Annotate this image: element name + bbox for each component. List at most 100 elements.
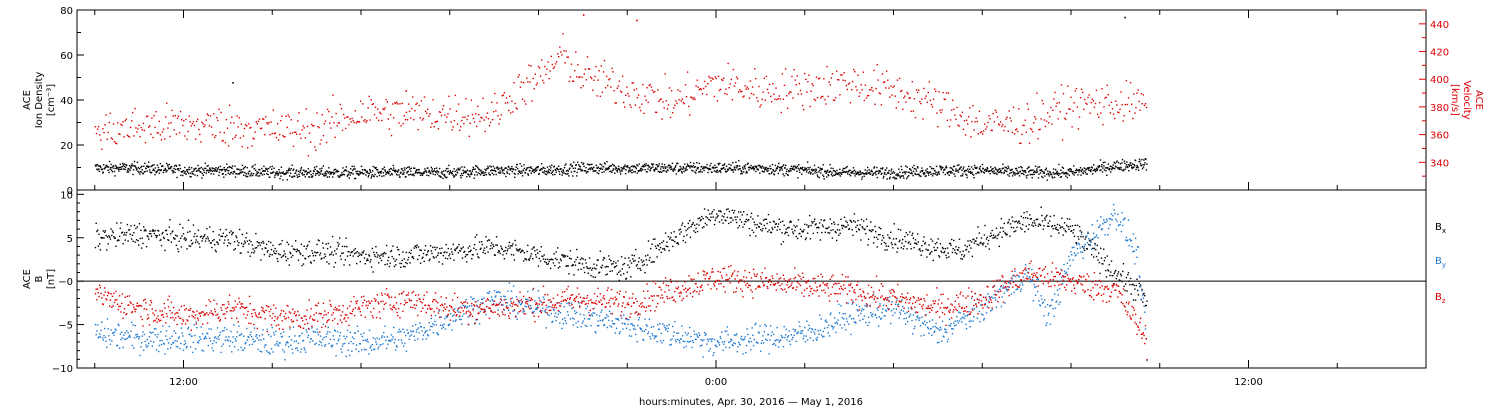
- data-point-s0-1350: [753, 168, 756, 170]
- data-point-s0-380: [364, 263, 366, 265]
- data-point-s0-1018: [591, 168, 594, 171]
- data-point-s0-913: [743, 211, 745, 213]
- data-point-s0-1207: [683, 163, 686, 165]
- data-point-s0-465: [424, 245, 427, 247]
- data-point-s0-683: [428, 174, 430, 177]
- data-point-s0-1777: [962, 173, 964, 175]
- data-point-s0-1221: [690, 165, 693, 168]
- data-point-s1-246: [269, 353, 271, 355]
- data-point-s1-170: [215, 341, 217, 344]
- data-point-s0-1448: [801, 168, 803, 170]
- data-point-s0-229: [206, 165, 208, 167]
- data-point-s0-174: [179, 167, 182, 170]
- data-point-s1-43: [140, 126, 142, 129]
- data-point-s0-196: [233, 241, 236, 243]
- data-point-s0-1281: [1004, 232, 1006, 234]
- data-point-s1-455: [579, 76, 581, 78]
- data-point-s0-858: [513, 172, 515, 175]
- data-point-s1-713: [854, 71, 856, 73]
- data-point-s0-1280: [719, 169, 721, 172]
- data-point-s0-808: [489, 165, 491, 167]
- data-point-s0-50: [130, 225, 132, 227]
- data-point-s0-1235: [697, 166, 699, 169]
- data-point-s0-1332: [1040, 206, 1042, 208]
- data-point-s1-638: [774, 98, 776, 100]
- data-point-s0-295: [238, 172, 241, 175]
- data-point-s1-66: [165, 116, 167, 118]
- data-point-s1-527: [656, 111, 658, 114]
- data-point-s0-1345: [1049, 215, 1052, 218]
- data-point-s0-1031: [826, 227, 829, 230]
- data-point-s0-493: [444, 257, 447, 259]
- data-point-s1-174: [218, 338, 220, 341]
- data-point-s1-121: [223, 132, 225, 134]
- data-point-s1-221: [251, 343, 254, 345]
- data-point-s0-1227: [965, 248, 968, 251]
- data-point-s0-902: [535, 170, 537, 172]
- data-point-s1-400: [520, 81, 523, 83]
- data-point-s0-869: [518, 171, 521, 173]
- data-point-s0-2062: [1101, 164, 1103, 166]
- data-point-s0-890: [529, 170, 531, 172]
- data-point-s1-658: [795, 84, 797, 86]
- data-point-s1-196: [303, 127, 305, 129]
- data-point-s0-459: [318, 172, 321, 174]
- data-point-s0-1408: [1094, 242, 1096, 245]
- data-point-s0-1251: [983, 242, 985, 244]
- data-point-s0-910: [740, 221, 743, 223]
- data-point-s1-657: [794, 79, 796, 81]
- data-point-s0-1793: [970, 172, 972, 174]
- data-point-s1-473: [598, 70, 600, 72]
- data-point-s0-937: [760, 228, 762, 231]
- data-point-s0-1923: [1033, 173, 1035, 176]
- data-point-s1-391: [511, 100, 513, 102]
- data-point-s0-708: [597, 259, 599, 261]
- data-point-s1-67: [166, 102, 168, 105]
- data-point-s0-525: [467, 247, 469, 249]
- data-point-s0-1447: [801, 173, 803, 175]
- data-point-s0-1195: [943, 252, 945, 254]
- data-point-s0-742: [621, 268, 623, 270]
- data-point-s0-922: [544, 173, 547, 175]
- data-point-s0-497: [337, 175, 339, 177]
- data-point-s0-463: [423, 260, 425, 263]
- data-point-s0-623: [537, 252, 539, 254]
- data-point-s0-1598: [874, 171, 877, 173]
- data-point-s1-158: [206, 333, 209, 335]
- data-point-s1-21: [117, 122, 119, 124]
- plasma-data-points: [94, 14, 1148, 181]
- data-point-s0-602: [388, 168, 390, 171]
- data-point-s1-745: [888, 87, 890, 89]
- data-point-s0-1377: [1072, 232, 1074, 234]
- data-point-s0-259: [278, 243, 280, 246]
- data-point-s1-783: [928, 81, 930, 83]
- data-point-s0-32: [110, 163, 112, 166]
- data-point-s0-1539: [846, 170, 848, 173]
- data-point-s0-232: [259, 244, 261, 246]
- data-point-s0-1309: [733, 166, 736, 168]
- data-point-s0-692: [586, 266, 588, 268]
- data-point-s0-1239: [699, 171, 701, 173]
- data-point-s0-658: [415, 169, 418, 171]
- data-point-s1-141: [194, 348, 197, 350]
- data-point-s0-922: [749, 234, 751, 237]
- data-point-s0-1472: [1139, 284, 1142, 286]
- data-point-s1-25: [112, 332, 114, 334]
- data-point-s0-1193: [677, 162, 679, 165]
- data-point-s0-1358: [757, 169, 759, 171]
- data-point-s0-78: [150, 233, 152, 235]
- data-point-s0-913: [540, 168, 542, 170]
- data-point-s0-129: [157, 166, 160, 169]
- data-point-s0-364: [353, 249, 355, 251]
- data-point-s1-582: [714, 76, 716, 78]
- data-point-s1-758: [902, 108, 904, 111]
- data-point-s1-147: [199, 336, 201, 338]
- data-point-s0-225: [254, 247, 256, 249]
- data-point-s1-446: [569, 76, 572, 78]
- data-point-s0-1391: [773, 174, 776, 176]
- data-point-s0-974: [570, 163, 572, 165]
- data-point-s0-713: [601, 267, 603, 269]
- data-point-s0-164: [174, 168, 177, 171]
- data-point-s0-912: [539, 169, 542, 171]
- data-point-s0-812: [671, 239, 673, 241]
